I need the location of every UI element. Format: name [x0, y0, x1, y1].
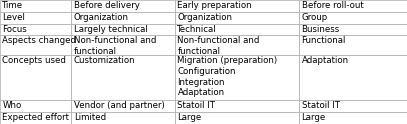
- Bar: [299, 24, 407, 35]
- Text: Before delivery: Before delivery: [74, 1, 140, 10]
- Bar: [0, 24, 71, 35]
- Bar: [71, 24, 175, 35]
- Text: Before roll-out: Before roll-out: [302, 1, 363, 10]
- Bar: [0, 35, 71, 55]
- Text: Time: Time: [2, 1, 24, 10]
- Text: Largely technical: Largely technical: [74, 25, 147, 33]
- Text: Limited: Limited: [74, 113, 106, 122]
- Text: Migration (preparation)
Configuration
Integration
Adaptation: Migration (preparation) Configuration In…: [177, 56, 278, 97]
- Bar: [299, 112, 407, 124]
- Text: Focus: Focus: [2, 25, 27, 33]
- Bar: [71, 55, 175, 100]
- Bar: [71, 35, 175, 55]
- Bar: [71, 0, 175, 12]
- Bar: [175, 24, 299, 35]
- Bar: [71, 12, 175, 24]
- Text: Expected effort: Expected effort: [2, 113, 70, 122]
- Text: Who: Who: [2, 101, 22, 110]
- Bar: [0, 112, 71, 124]
- Text: Concepts used: Concepts used: [2, 56, 66, 65]
- Bar: [71, 112, 175, 124]
- Text: Functional: Functional: [302, 36, 346, 45]
- Text: Early preparation: Early preparation: [177, 1, 252, 10]
- Text: Aspects changed: Aspects changed: [2, 36, 77, 45]
- Bar: [175, 55, 299, 100]
- Text: Vendor (and partner): Vendor (and partner): [74, 101, 164, 110]
- Text: Statoil IT: Statoil IT: [302, 101, 339, 110]
- Text: Level: Level: [2, 13, 25, 22]
- Bar: [175, 100, 299, 112]
- Bar: [175, 12, 299, 24]
- Bar: [299, 12, 407, 24]
- Bar: [175, 0, 299, 12]
- Text: Organization: Organization: [177, 13, 232, 22]
- Text: Organization: Organization: [74, 13, 129, 22]
- Text: Non-functional and
functional: Non-functional and functional: [74, 36, 156, 56]
- Text: Business: Business: [302, 25, 340, 33]
- Bar: [299, 55, 407, 100]
- Bar: [299, 100, 407, 112]
- Bar: [71, 100, 175, 112]
- Bar: [0, 100, 71, 112]
- Bar: [0, 0, 71, 12]
- Text: Large: Large: [302, 113, 326, 122]
- Text: Customization: Customization: [74, 56, 135, 65]
- Bar: [175, 112, 299, 124]
- Text: Group: Group: [302, 13, 328, 22]
- Bar: [299, 35, 407, 55]
- Bar: [0, 12, 71, 24]
- Bar: [0, 55, 71, 100]
- Text: Statoil IT: Statoil IT: [177, 101, 215, 110]
- Bar: [175, 35, 299, 55]
- Bar: [299, 0, 407, 12]
- Text: Large: Large: [177, 113, 202, 122]
- Text: Technical: Technical: [177, 25, 217, 33]
- Text: Adaptation: Adaptation: [302, 56, 349, 65]
- Text: Non-functional and
functional: Non-functional and functional: [177, 36, 260, 56]
